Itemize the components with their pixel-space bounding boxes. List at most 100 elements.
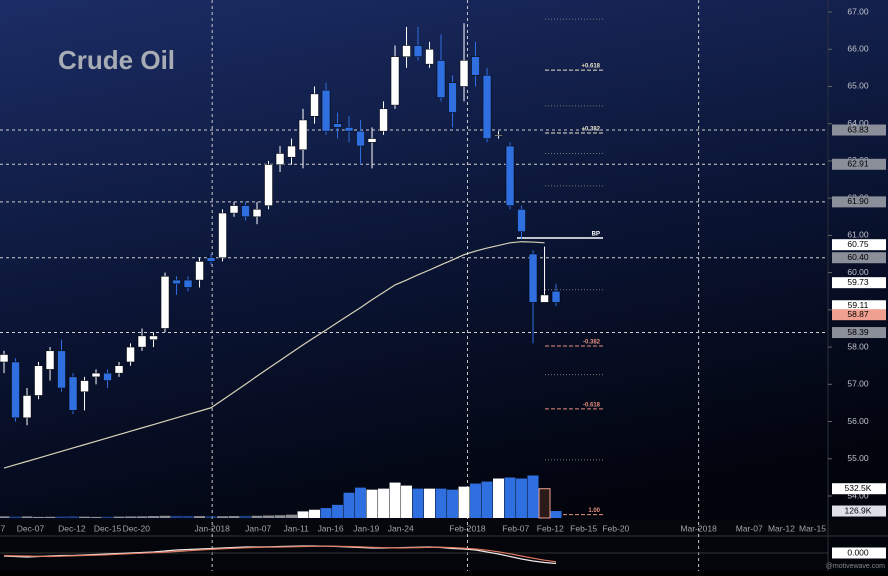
candle-body [275, 153, 285, 165]
candle-body [114, 365, 124, 374]
price-label: 63.83 [847, 124, 869, 134]
price-label-box [832, 327, 886, 339]
candle-body [80, 380, 89, 393]
volume-bar [90, 516, 102, 518]
y-tick-label: 67.00 [847, 6, 869, 16]
x-tick-label: Feb-07 [502, 523, 529, 533]
fib-label: +0.382 [581, 127, 600, 133]
volume-bar [504, 477, 516, 518]
price-label-box [832, 252, 886, 264]
volume-bar [10, 516, 22, 518]
candle-body [540, 294, 549, 303]
candle-body [425, 48, 434, 65]
candle-body [505, 145, 515, 206]
candle-body [436, 60, 446, 98]
volume-bar [516, 478, 528, 518]
candle-body [22, 395, 32, 419]
volume-bar [159, 515, 171, 518]
candle-body [390, 56, 400, 106]
volume-bar [33, 516, 45, 518]
candle-body [310, 93, 319, 117]
candle-body [103, 372, 112, 381]
candle-body [137, 335, 147, 348]
price-label-box [832, 196, 886, 208]
volume-bar [470, 483, 482, 518]
price-label-box [832, 277, 886, 289]
candle-body [206, 257, 216, 262]
fib-label: -0.618 [583, 402, 601, 408]
price-label: 60.40 [847, 252, 869, 262]
volume-bar [171, 515, 183, 518]
price-label-box [832, 239, 886, 251]
price-label-box [832, 300, 886, 312]
x-tick-label: Feb-15 [570, 523, 597, 533]
volume-bar [44, 516, 56, 518]
candle-body [321, 89, 331, 132]
candle-body [195, 261, 204, 281]
volume-bar [21, 516, 33, 518]
candle-body [367, 138, 377, 143]
y-tick-label: 56.00 [847, 416, 869, 426]
volume-bar [194, 516, 206, 518]
candle-body [0, 354, 9, 363]
candle-body [333, 123, 342, 128]
volume-label: 532.5K [845, 483, 872, 493]
volume-bar [538, 488, 551, 519]
volume-bar [113, 516, 125, 518]
fib-label: BP [592, 232, 600, 238]
candle-body [471, 56, 480, 76]
volume-bar [447, 489, 459, 518]
volume-bar [56, 516, 68, 518]
y-tick-label: 55.00 [847, 453, 869, 463]
price-label: 58.39 [847, 327, 869, 337]
candle-body [402, 45, 411, 57]
y-tick-label: 54.00 [847, 490, 869, 500]
candle-body [34, 365, 43, 396]
x-axis-band [0, 520, 888, 536]
volume-bar [148, 516, 160, 518]
x-tick-label: 7 [1, 523, 6, 533]
x-tick-label: Jan-11 [283, 523, 309, 533]
x-tick-label: Dec-15 [94, 523, 122, 533]
candle-body [252, 209, 262, 218]
candle-body [11, 361, 20, 419]
candle-body [91, 372, 101, 378]
candle-body [356, 130, 365, 147]
price-label: 59.11 [848, 300, 869, 310]
candle-body [172, 279, 181, 285]
candle-body [298, 119, 308, 151]
volume-bar [424, 488, 436, 518]
chart-title: Crude Oil [58, 45, 175, 75]
y-tick-label: 61.00 [847, 230, 869, 240]
candle-body [528, 253, 538, 303]
volume-bar [320, 508, 332, 518]
volume-bar [136, 516, 148, 518]
volume-bar [355, 487, 367, 518]
oscillator-line [4, 545, 557, 563]
price-label-box [832, 309, 886, 321]
candle-body [551, 290, 561, 303]
x-tick-label: Mar-15 [799, 523, 826, 533]
volume-bar [481, 481, 493, 518]
candle-body [241, 205, 250, 218]
volume-bar [343, 492, 355, 518]
volume-bar [79, 516, 91, 518]
volume-bar [401, 485, 413, 518]
volume-bar [435, 488, 447, 518]
x-tick-label: Dec-20 [123, 523, 151, 533]
candle-body [68, 376, 78, 411]
fib-label: 1.00 [588, 508, 600, 514]
x-tick-label: Dec-07 [17, 523, 45, 533]
price-label: 62.91 [847, 159, 869, 169]
x-tick-label: Jan-2018 [194, 523, 230, 533]
price-label-box [832, 158, 886, 170]
candle-body [160, 276, 170, 329]
fib-label: -0.382 [583, 340, 601, 346]
x-tick-label: Mar-2018 [680, 523, 717, 533]
volume-bar [102, 516, 114, 518]
y-tick-label: 57.00 [847, 379, 869, 389]
volume-bar [263, 515, 275, 518]
candle-body [218, 212, 227, 258]
moving-average-line [3, 241, 545, 469]
